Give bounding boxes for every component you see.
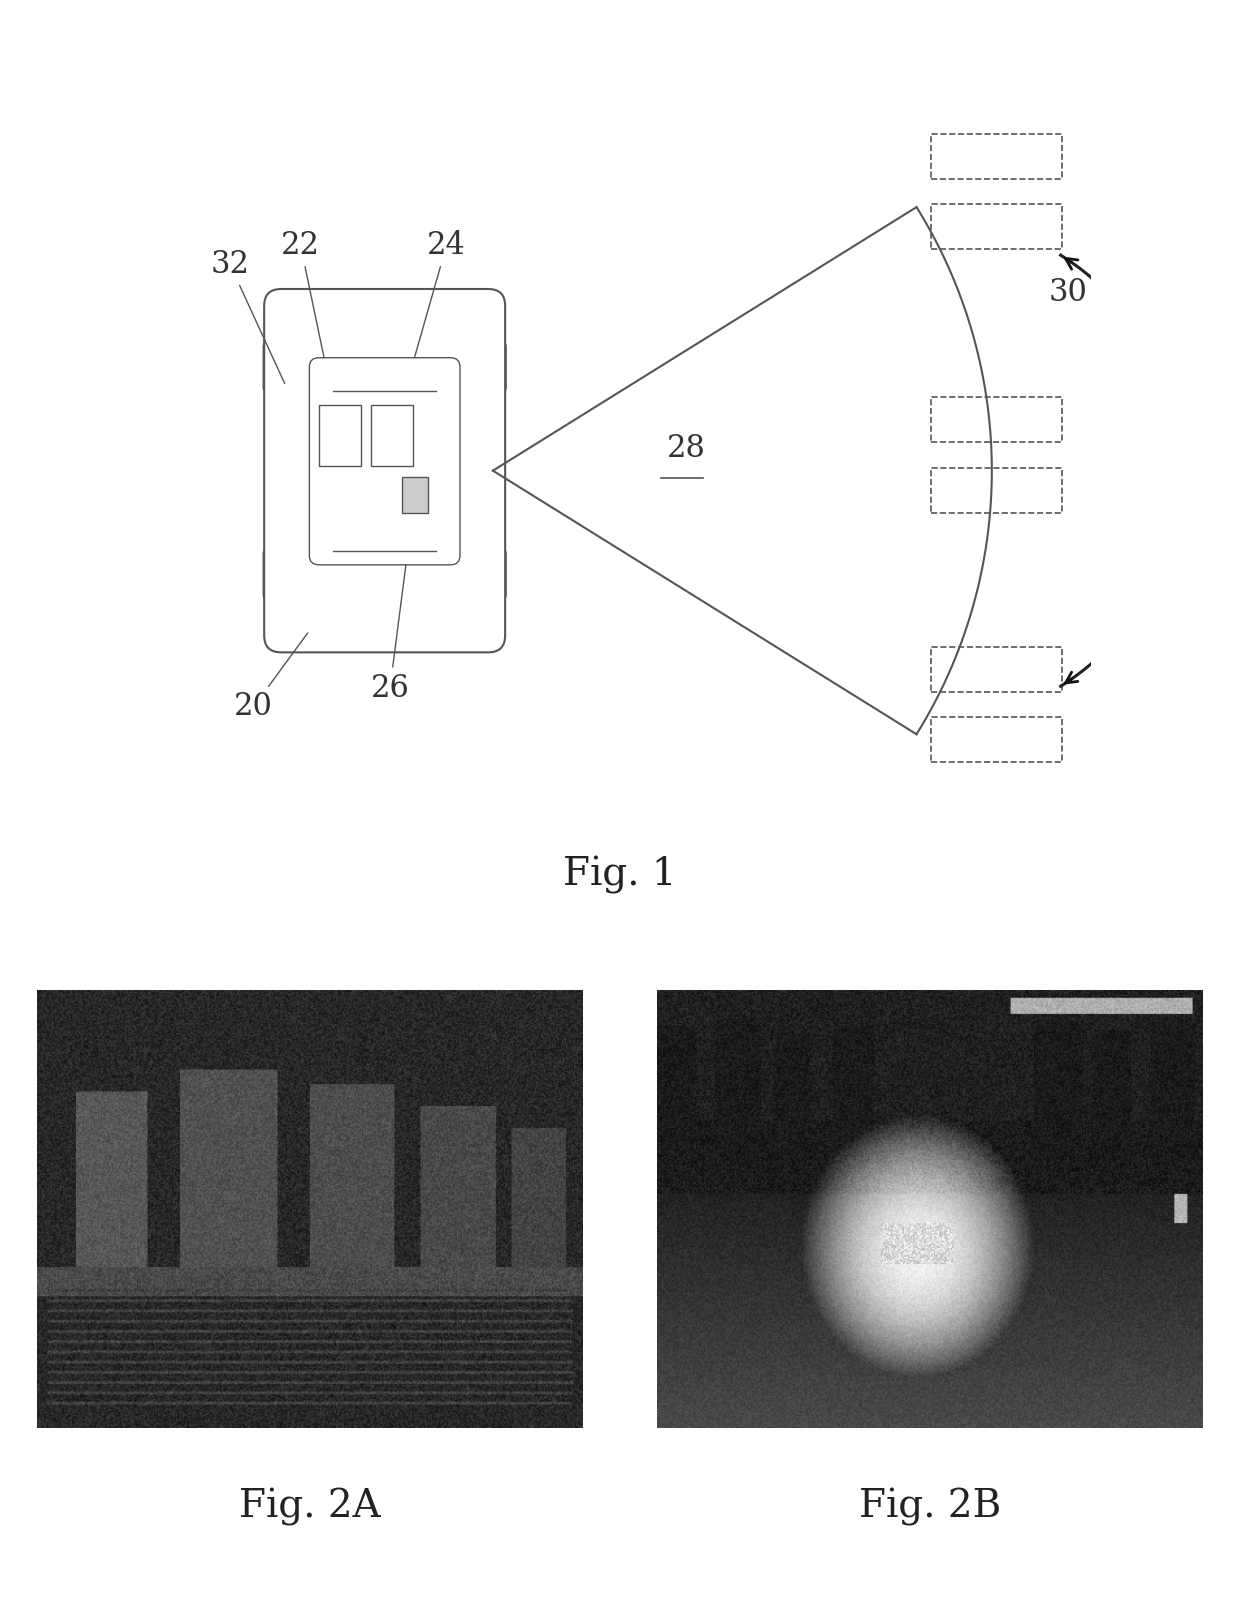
Bar bbox=[931, 467, 1063, 513]
Text: 24: 24 bbox=[393, 230, 466, 433]
Text: 22: 22 bbox=[281, 230, 340, 433]
Bar bbox=[931, 398, 1063, 443]
Bar bbox=[931, 646, 1063, 691]
Bar bbox=[931, 204, 1063, 250]
Bar bbox=[931, 717, 1063, 763]
Bar bbox=[371, 404, 413, 466]
Text: 26: 26 bbox=[371, 498, 414, 704]
Text: Fig. 1: Fig. 1 bbox=[563, 857, 677, 894]
FancyBboxPatch shape bbox=[472, 342, 506, 391]
Text: Fig. 2A: Fig. 2A bbox=[239, 1488, 381, 1526]
Bar bbox=[402, 477, 428, 513]
Text: 20: 20 bbox=[234, 633, 308, 722]
Bar bbox=[931, 133, 1063, 179]
FancyBboxPatch shape bbox=[263, 550, 298, 599]
FancyBboxPatch shape bbox=[263, 342, 298, 391]
FancyBboxPatch shape bbox=[264, 289, 505, 652]
Text: 28: 28 bbox=[667, 433, 706, 464]
Text: Fig. 2B: Fig. 2B bbox=[859, 1488, 1001, 1526]
FancyBboxPatch shape bbox=[309, 357, 460, 565]
Bar bbox=[319, 404, 361, 466]
Text: 30: 30 bbox=[1048, 278, 1087, 308]
FancyBboxPatch shape bbox=[472, 550, 506, 599]
Text: 32: 32 bbox=[211, 248, 285, 383]
